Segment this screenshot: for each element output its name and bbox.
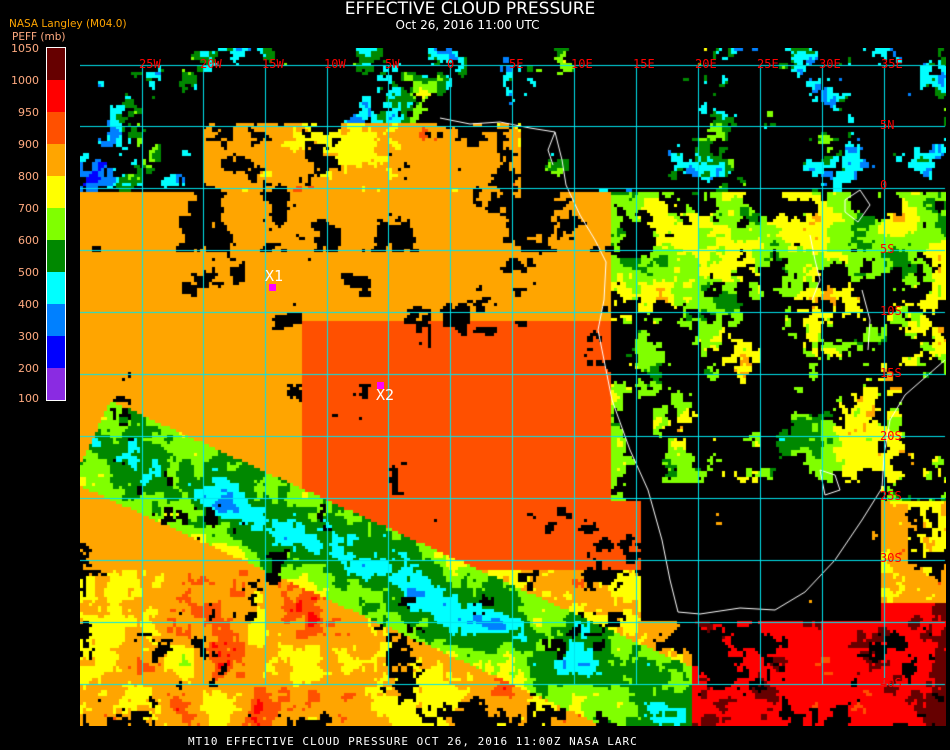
legend-tick-label: 800 <box>18 170 39 183</box>
longitude-label: 20E <box>695 57 717 71</box>
latitude-label: 10S <box>880 304 902 318</box>
legend-swatch <box>47 80 65 112</box>
longitude-label: 10E <box>571 57 593 71</box>
legend-tick-label: 1050 <box>11 42 39 55</box>
legend-swatch <box>47 272 65 304</box>
longitude-label: 25W <box>139 57 161 71</box>
legend-tick-label: 700 <box>18 202 39 215</box>
footer-caption: MT10 EFFECTIVE CLOUD PRESSURE OCT 26, 20… <box>188 735 638 748</box>
legend-tick-label: 1000 <box>11 74 39 87</box>
legend-swatch <box>47 240 65 272</box>
legend-swatch <box>47 176 65 208</box>
legend-tick-label: 100 <box>18 392 39 405</box>
longitude-label: 5W <box>385 57 400 71</box>
longitude-label: 30E <box>819 57 841 71</box>
longitude-label: 0 <box>447 57 455 71</box>
source-label: NASA Langley (M04.0) <box>9 18 127 30</box>
legend-swatch <box>47 368 65 400</box>
latitude-label: 5S <box>880 242 895 256</box>
longitude-label: 20W <box>200 57 222 71</box>
longitude-label: 25E <box>757 57 779 71</box>
legend-swatch <box>47 112 65 144</box>
legend-tick-label: 900 <box>18 138 39 151</box>
legend-tick-label: 400 <box>18 298 39 311</box>
legend-swatch <box>47 208 65 240</box>
legend-swatch <box>47 304 65 336</box>
legend-swatch <box>47 144 65 176</box>
legend-tick-label: 950 <box>18 106 39 119</box>
location-marker <box>377 382 384 389</box>
latitude-label: 5N <box>880 118 895 132</box>
chart-title: EFFECTIVE CLOUD PRESSURE <box>344 0 596 19</box>
longitude-label: 15W <box>262 57 284 71</box>
latitude-label: 25S <box>880 489 902 503</box>
longitude-label: 5E <box>509 57 524 71</box>
legend-tick-label: 200 <box>18 362 39 375</box>
longitude-label: 15E <box>633 57 655 71</box>
legend-tick-label: 600 <box>18 234 39 247</box>
latitude-label: 15S <box>880 366 902 380</box>
legend-swatch <box>47 48 65 80</box>
timestamp: Oct 26, 2016 11:00 UTC <box>395 18 540 32</box>
latitude-label: 40S <box>880 676 902 690</box>
marker-label: X2 <box>376 386 395 404</box>
latitude-label: 30S <box>880 551 902 565</box>
legend-unit-label: PEFF (mb) <box>12 31 66 43</box>
legend-tick-label: 300 <box>18 330 39 343</box>
latitude-label: 20S <box>880 429 902 443</box>
color-legend-bar <box>46 47 66 401</box>
legend-tick-label: 500 <box>18 266 39 279</box>
cloud-pressure-map <box>80 48 946 726</box>
location-marker <box>269 284 276 291</box>
legend-swatch <box>47 336 65 368</box>
longitude-label: 10W <box>324 57 346 71</box>
longitude-label: 35E <box>881 57 903 71</box>
latitude-label: 0 <box>880 178 888 192</box>
marker-label: X1 <box>265 267 284 285</box>
